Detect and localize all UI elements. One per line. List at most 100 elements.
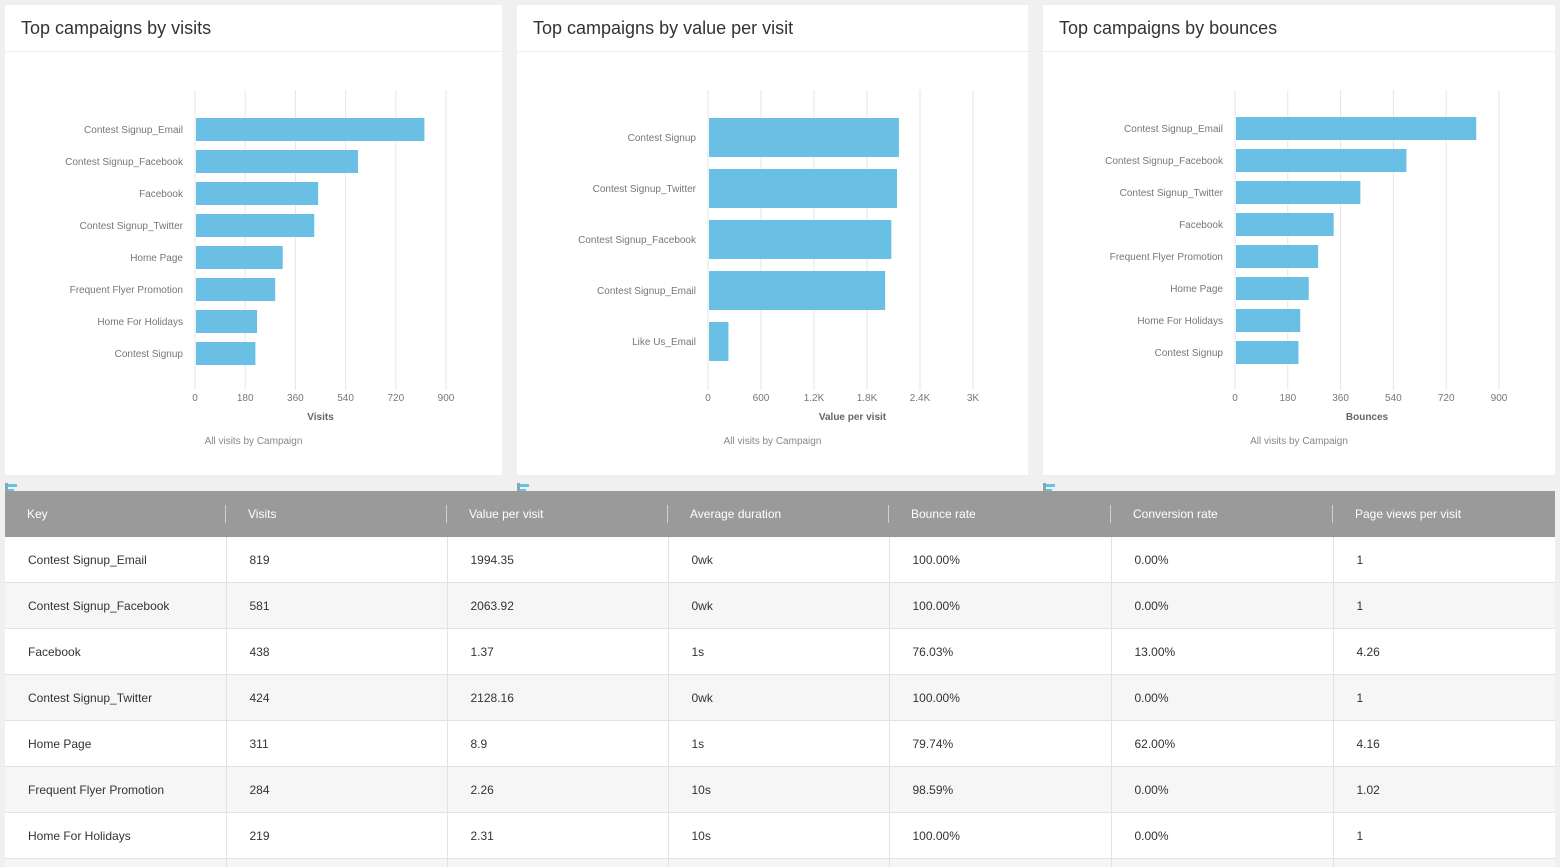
cell-average-duration: 1s xyxy=(668,628,890,675)
bar[interactable] xyxy=(196,214,315,237)
legend-label: All visits by Campaign xyxy=(204,436,303,447)
cell-key: Contest Signup_Twitter xyxy=(5,674,227,721)
x-tick-label: 0 xyxy=(1232,393,1238,404)
chart-legend[interactable]: All visits by Campaign xyxy=(5,436,502,494)
bar[interactable] xyxy=(709,220,892,259)
category-label: Contest Signup xyxy=(115,349,184,360)
column-header-key[interactable]: Key xyxy=(5,491,226,537)
category-label: Contest Signup_Facebook xyxy=(1105,156,1224,167)
bar[interactable] xyxy=(196,182,319,205)
category-label: Contest Signup xyxy=(1155,348,1224,359)
legend-label: All visits by Campaign xyxy=(723,436,822,447)
category-label: Contest Signup_Email xyxy=(84,125,183,136)
table-header-row: Key Visits Value per visit Average durat… xyxy=(5,491,1555,537)
table-row[interactable]: Home For Holidays 219 2.31 10s 100.00% 0.00% 1 xyxy=(5,812,1555,859)
bar[interactable] xyxy=(709,118,899,157)
cell-value-per-visit: 2.26 xyxy=(447,766,669,813)
chart-title: Top campaigns by bounces xyxy=(1043,5,1555,52)
bar[interactable] xyxy=(1236,341,1299,364)
column-header-conversion-rate[interactable]: Conversion rate xyxy=(1111,491,1333,537)
cell-key: Frequent Flyer Promotion xyxy=(5,766,227,813)
bar[interactable] xyxy=(1236,309,1301,332)
x-tick-label: 720 xyxy=(387,393,404,404)
category-label: Contest Signup_Facebook xyxy=(65,157,184,168)
cell-key xyxy=(5,858,227,867)
x-tick-label: 900 xyxy=(438,393,455,404)
cell-conversion-rate: 62.00% xyxy=(1111,720,1334,767)
chart-legend[interactable]: All visits by Campaign xyxy=(1043,436,1555,494)
cell-visits: 438 xyxy=(226,628,448,675)
bar[interactable] xyxy=(196,310,258,333)
bar[interactable] xyxy=(196,150,359,173)
column-header-value-per-visit[interactable]: Value per visit xyxy=(447,491,668,537)
cell-conversion-rate: 0.00% xyxy=(1111,582,1334,629)
table-row[interactable]: Frequent Flyer Promotion 284 2.26 10s 98.59%… xyxy=(5,766,1555,813)
cell-conversion-rate xyxy=(1111,858,1334,867)
x-axis-label: Visits xyxy=(307,412,334,423)
category-label: Like Us_Email xyxy=(632,337,696,348)
bar[interactable] xyxy=(709,169,897,208)
category-label: Contest Signup_Facebook xyxy=(578,235,697,246)
table-row[interactable]: Contest Signup_Email 819 1994.35 0wk 100.00%… xyxy=(5,537,1555,583)
bar[interactable] xyxy=(196,118,425,141)
category-label: Contest Signup_Email xyxy=(1124,124,1223,135)
x-tick-label: 1.2K xyxy=(804,393,825,404)
chart-panel-bounces: Top campaigns by bounces 0 180 360 540 720 90… xyxy=(1043,5,1555,494)
bar-chart-legend-icon xyxy=(5,483,17,494)
bar[interactable] xyxy=(1236,245,1319,268)
category-label: Facebook xyxy=(139,189,184,200)
table-row[interactable]: Facebook 438 1.37 1s 76.03% 13.00% 4.26 xyxy=(5,628,1555,675)
cell-page-views-per-visit: 1 xyxy=(1333,812,1555,859)
cell-average-duration xyxy=(668,858,890,867)
cell-value-per-visit: 1.37 xyxy=(447,628,669,675)
bar[interactable] xyxy=(1236,277,1309,300)
table-row[interactable]: Contest Signup_Twitter 424 2128.16 0wk 100.0… xyxy=(5,674,1555,721)
cell-average-duration: 10s xyxy=(668,812,890,859)
bar[interactable] xyxy=(709,322,729,361)
chart-title: Top campaigns by value per visit xyxy=(517,5,1028,52)
bar-chart-legend-icon xyxy=(1043,483,1055,494)
x-tick-label: 2.4K xyxy=(910,393,931,404)
column-header-page-views-per-visit[interactable]: Page views per visit xyxy=(1333,491,1555,537)
table-row[interactable]: Home Page 311 8.9 1s 79.74% 62.00% 4.16 xyxy=(5,720,1555,767)
cell-bounce-rate: 100.00% xyxy=(889,537,1112,583)
category-label: Home For Holidays xyxy=(1137,316,1223,327)
column-header-bounce-rate[interactable]: Bounce rate xyxy=(889,491,1111,537)
legend-label: All visits by Campaign xyxy=(1250,436,1348,447)
cell-key: Facebook xyxy=(5,628,227,675)
cell-bounce-rate: 100.00% xyxy=(889,812,1112,859)
bar[interactable] xyxy=(1236,149,1407,172)
cell-visits: 311 xyxy=(226,720,448,767)
bar[interactable] xyxy=(196,278,276,301)
cell-average-duration: 0wk xyxy=(668,674,890,721)
campaign-table: Key Visits Value per visit Average durat… xyxy=(5,491,1555,867)
cell-visits: 424 xyxy=(226,674,448,721)
bar[interactable] xyxy=(196,342,256,365)
x-tick-label: 600 xyxy=(753,393,770,404)
cell-value-per-visit: 2128.16 xyxy=(447,674,669,721)
cell-bounce-rate: 98.59% xyxy=(889,766,1112,813)
cell-visits: 219 xyxy=(226,812,448,859)
cell-bounce-rate: 100.00% xyxy=(889,582,1112,629)
bar[interactable] xyxy=(1236,213,1334,236)
x-tick-label: 3K xyxy=(967,393,980,404)
bar[interactable] xyxy=(1236,181,1361,204)
bar[interactable] xyxy=(1236,117,1477,140)
category-label: Home Page xyxy=(1170,284,1223,295)
cell-key: Home Page xyxy=(5,720,227,767)
table-row[interactable]: Contest Signup_Facebook 581 2063.92 0wk 100.… xyxy=(5,582,1555,629)
chart-panel-visits: Top campaigns by visits 0 180 360 540 720 900… xyxy=(5,5,502,494)
x-tick-label: 1.8K xyxy=(857,393,878,404)
column-header-visits[interactable]: Visits xyxy=(226,491,447,537)
column-header-average-duration[interactable]: Average duration xyxy=(668,491,889,537)
chart-legend[interactable]: All visits by Campaign xyxy=(517,436,1028,494)
category-label: Contest Signup_Twitter xyxy=(593,184,697,195)
cell-bounce-rate: 76.03% xyxy=(889,628,1112,675)
table-row[interactable] xyxy=(5,858,1555,867)
x-tick-label: 540 xyxy=(1385,393,1402,404)
bar[interactable] xyxy=(709,271,886,310)
cell-page-views-per-visit: 4.16 xyxy=(1333,720,1555,767)
cell-average-duration: 10s xyxy=(668,766,890,813)
bar[interactable] xyxy=(196,246,283,269)
x-tick-label: 720 xyxy=(1438,393,1455,404)
